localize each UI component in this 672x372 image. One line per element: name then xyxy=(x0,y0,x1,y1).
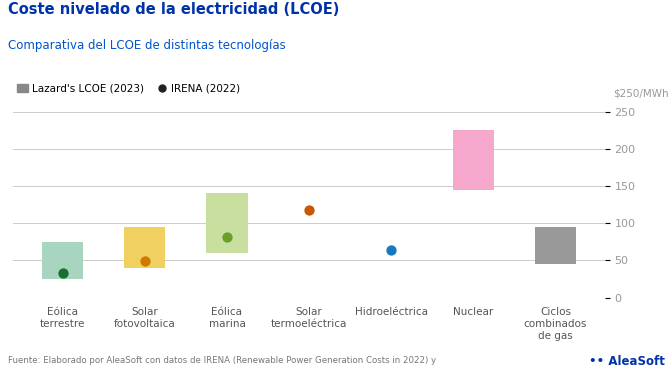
Legend: Lazard's LCOE (2023), IRENA (2022): Lazard's LCOE (2023), IRENA (2022) xyxy=(13,80,245,98)
Text: Comparativa del LCOE de distintas tecnologías: Comparativa del LCOE de distintas tecnol… xyxy=(8,39,286,52)
Text: •• AleaSoft: •• AleaSoft xyxy=(589,355,665,368)
Point xyxy=(57,270,68,276)
Text: Coste nivelado de la electricidad (LCOE): Coste nivelado de la electricidad (LCOE) xyxy=(8,2,339,17)
Point xyxy=(140,258,151,264)
Bar xyxy=(453,130,494,190)
Point xyxy=(386,247,396,253)
Bar xyxy=(206,193,247,253)
Bar xyxy=(124,227,165,268)
Text: Fuente: Elaborado por AleaSoft con datos de IRENA (Renewable Power Generation Co: Fuente: Elaborado por AleaSoft con datos… xyxy=(8,356,436,365)
Text: $250/MWh: $250/MWh xyxy=(613,89,669,99)
Bar xyxy=(42,242,83,279)
Point xyxy=(222,234,233,240)
Bar xyxy=(535,227,576,264)
Point xyxy=(304,207,314,213)
